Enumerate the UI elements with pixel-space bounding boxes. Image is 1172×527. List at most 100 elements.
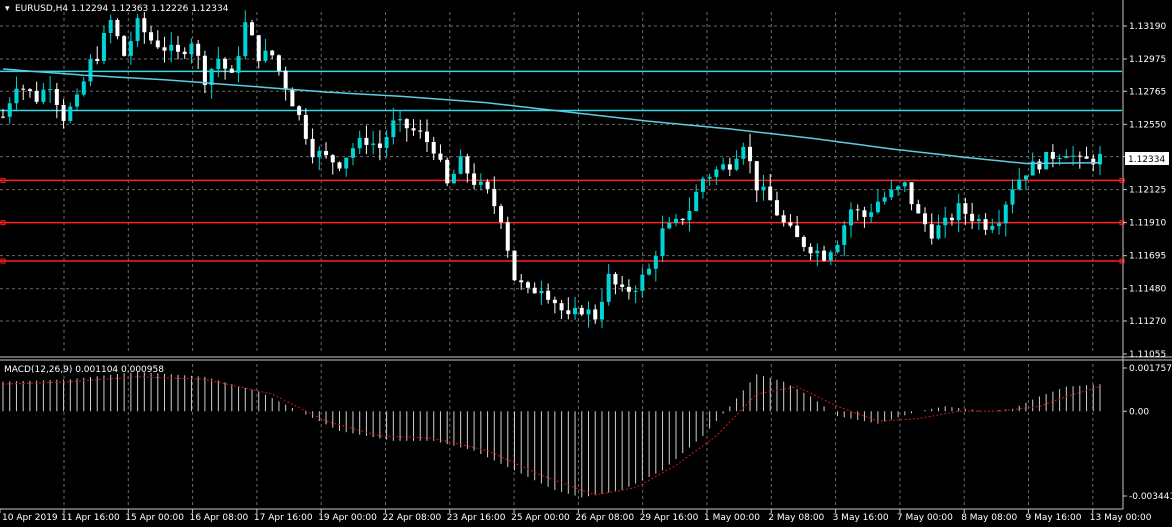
candle-body [727,164,732,170]
candle-body [754,161,759,191]
candle-body [27,89,32,91]
current-price-label: 1.12334 [1128,155,1165,165]
candle-body [438,153,443,160]
time-tick-label: 16 Apr 08:00 [190,513,249,523]
candle-body [653,256,658,269]
candle-body [142,18,147,33]
candle-body [936,225,941,239]
candle-body [377,143,382,148]
candle-body [956,203,961,221]
candle-body [202,55,207,86]
candle-body [680,218,685,221]
level-handle-right[interactable] [1119,177,1125,183]
macd-tick-label: 0.001757 [1129,364,1172,374]
candle-body [748,146,753,162]
candle-body [546,290,551,300]
candle-body [828,252,833,261]
candle-body [1017,179,1022,190]
candle-body [586,309,591,315]
axes: 1.131901.129751.127651.125501.123401.121… [0,22,1172,523]
candle-body [687,210,692,221]
level-handle-left[interactable] [0,258,6,264]
candle-body [606,273,611,302]
candle-body [95,59,100,62]
level-handle-left[interactable] [0,177,6,183]
candle-body [721,164,726,170]
candle-body [101,32,106,62]
level-handle-right[interactable] [1119,258,1125,264]
candle-body [1064,156,1069,159]
candle-body [81,81,86,95]
candle-body [647,268,652,275]
time-tick-label: 29 Apr 16:00 [640,513,699,523]
candle-body [667,222,672,229]
candle-body [896,186,901,190]
candle-body [532,287,537,294]
candle-body [155,40,160,48]
candle-body [620,284,625,287]
time-tick-label: 9 May 16:00 [1026,513,1082,523]
candle-body [297,106,302,115]
candle-body [135,18,140,42]
candle-body [855,209,860,211]
candle-body [707,176,712,179]
candle-body [525,282,530,288]
candle-body [398,119,403,121]
candle-body [949,217,954,221]
time-tick-label: 25 Apr 00:00 [511,513,570,523]
candle-body [983,219,988,230]
candle-body [512,250,517,281]
candle-body [1057,158,1062,160]
candle-body [970,213,975,222]
candle-body [862,210,867,217]
macd-tick-label: -0.003441 [1129,492,1172,502]
moving-average-line [2,68,1101,165]
candle-body [1003,204,1008,224]
candle-body [169,44,174,51]
candle-body [788,222,793,226]
candle-body [243,22,248,57]
candle-body [122,36,127,56]
candle-body [579,307,584,315]
candle-body [465,156,470,174]
candle-body [1091,158,1096,165]
symbol-dropdown-icon[interactable]: ▾ [5,4,10,14]
candle-body [990,226,995,230]
horizontal-levels[interactable] [0,70,1125,264]
candle-body [559,303,564,311]
candle-body [943,217,948,226]
level-handle-left[interactable] [0,220,6,226]
candle-body [41,89,46,102]
candle-body [250,22,255,36]
candle-body [108,19,113,33]
candle-body [303,114,308,139]
candle-body [976,219,981,222]
candle-body [499,206,504,223]
candle-body [209,69,214,86]
candle-body [182,51,187,55]
candle-body [61,104,66,121]
price-tick-label: 1.11695 [1129,252,1166,262]
candle-body [768,186,773,201]
candle-body [431,141,436,154]
time-tick-label: 17 Apr 16:00 [254,513,313,523]
candle-body [997,223,1002,227]
time-tick-label: 23 Apr 16:00 [447,513,506,523]
candle-body [371,143,376,145]
candle-body [774,200,779,216]
price-tick-label: 1.12550 [1129,120,1166,130]
candle-body [88,59,93,82]
candle-body [1023,175,1028,180]
candle-body [162,47,167,51]
macd-signal-line [2,376,1101,496]
candle-body [1071,155,1076,157]
candle-body [317,150,322,158]
candle-body [236,56,241,73]
candle-body [364,137,369,145]
candle-body [34,90,39,102]
candle-body [263,50,268,61]
price-tick-label: 1.13190 [1129,22,1166,32]
time-tick-label: 19 Apr 00:00 [318,513,377,523]
candle-body [418,130,423,132]
